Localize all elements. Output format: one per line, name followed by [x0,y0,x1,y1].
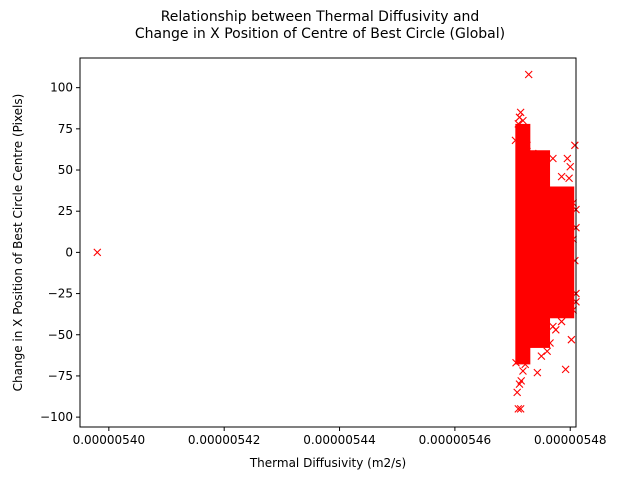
x-tick-label: 0.00000544 [303,433,376,447]
y-tick-label: 50 [58,163,73,177]
data-point [523,141,531,150]
dense-point-cloud [515,123,575,365]
data-point [566,162,575,171]
y-tick-label: −50 [48,328,73,342]
data-point [537,352,546,361]
data-point [513,388,522,397]
data-point [511,136,520,145]
data-point [554,306,563,314]
x-tick-label: 0.00000540 [73,433,146,447]
data-point [567,335,576,344]
data-point [566,268,575,277]
data-point [569,306,578,314]
chart-title-line-1: Relationship between Thermal Diffusivity… [161,9,480,25]
data-point [549,322,557,331]
chart-title-line-2: Change in X Position of Centre of Best C… [135,26,505,42]
data-point [563,194,572,202]
data-point [564,294,573,303]
data-point [543,347,552,356]
x-tick-label: 0.00000546 [419,433,492,447]
data-point [93,248,102,257]
data-point [517,376,526,385]
x-tick-label: 0.00000542 [188,433,261,447]
data-point [521,360,530,369]
data-point [570,141,579,150]
y-tick-label: 25 [58,204,73,218]
data-point [569,199,578,207]
data-point [519,367,527,375]
dense-cluster-region [535,186,575,319]
y-tick-label: 75 [58,122,73,136]
y-tick-label: −25 [48,287,73,301]
data-point [531,152,540,161]
plot-area-frame [79,57,577,428]
data-point [516,404,525,413]
y-tick-label: −100 [40,410,73,424]
data-point [569,235,578,244]
data-point [514,404,523,413]
data-point [512,358,520,367]
data-point [565,174,573,183]
data-point [560,301,569,309]
data-point [549,154,557,163]
data-point [559,202,568,211]
data-point [524,70,533,79]
data-point [557,317,566,326]
y-axis-label: Change in X Position of Best Circle Cent… [11,94,25,392]
data-point [533,368,542,377]
data-point [516,108,525,117]
data-point [563,154,572,163]
y-tick-label: −75 [48,369,73,383]
data-point [519,116,527,125]
data-point [517,133,526,141]
data-point [561,365,570,374]
x-axis-label: Thermal Diffusivity (m2/s) [249,456,406,470]
data-point [570,256,579,265]
data-point [514,120,523,128]
y-tick-label: 0 [65,245,73,259]
data-point [557,172,566,181]
y-tick-label: 100 [50,81,73,95]
data-points [93,70,580,413]
axis-ticks: 0.00000540 0.00000542 0.00000544 0.00000546… [40,81,606,447]
data-point [546,339,554,347]
x-tick-label: 0.00000548 [534,433,607,447]
